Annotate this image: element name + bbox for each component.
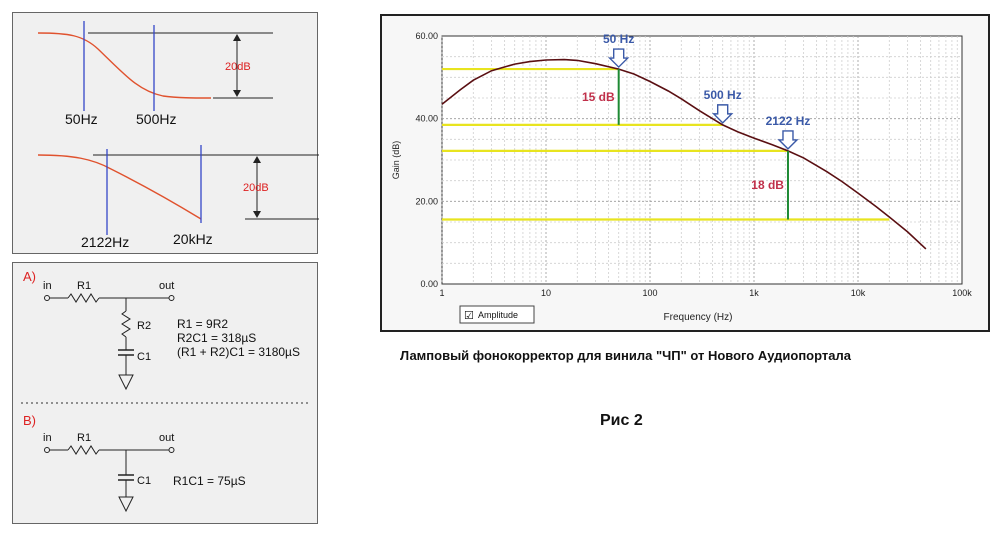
y-tick-label: 0.00 [420,279,438,289]
arrowhead-up-icon [233,34,241,41]
frequency-annotation: 500 Hz [704,88,742,102]
circuit-a-label: A) [23,269,36,284]
equation-a3: (R1 + R2)C1 = 3180µS [177,345,300,359]
legend-box [459,305,535,324]
input-terminal-icon [44,447,50,453]
delta-label-top: 20dB [225,61,251,73]
circuit-a-c1-label: C1 [137,351,151,363]
frequency-annotations: 50 Hz 500 Hz 2122 Hz [603,32,811,150]
amplitude-curve [441,58,927,250]
x-tick-label: 10k [851,288,866,298]
arrowhead-up-icon-2 [253,156,261,163]
delta-label: 15 dB [582,90,615,104]
response-curves-drawing: 20dB 50Hz 500Hz 20dB 2122Hz 20kHz [37,21,319,250]
circuit-b-out-label: out [159,432,174,444]
circuit-a-r2-label: R2 [137,320,151,332]
equation-a1: R1 = 9R2 [177,317,228,331]
legend[interactable]: ☑ Amplitude [459,305,535,324]
y-tick-label: 60.00 [415,31,438,41]
marker-label-20khz: 20kHz [173,231,213,247]
arrowhead-down-icon [233,90,241,97]
circuit-b-in-label: in [43,432,52,444]
legend-label: Amplitude [478,310,518,320]
deemphasis-curve-top [37,32,212,99]
x-tick-label: 100 [642,288,657,298]
frequency-annotation: 50 Hz [603,32,634,46]
marker-label-2122hz: 2122Hz [81,234,129,250]
x-tick-label: 100k [952,288,972,298]
response-curves-panel: 20dB 50Hz 500Hz 20dB 2122Hz 20kHz [12,12,319,254]
delta-label: 18 dB [751,178,784,192]
circuit-b-label: B) [23,413,36,428]
marker-label-50hz: 50Hz [65,111,98,127]
checkbox-icon[interactable]: ☑ [464,310,474,322]
marker-label-500hz: 500Hz [136,111,176,127]
frequency-annotation: 2122 Hz [766,114,811,128]
delta-label-bottom: 20dB [243,182,269,194]
circuit-b-r1-label: R1 [77,432,91,444]
circuit-b-c1-label: C1 [137,475,151,487]
delta-markers: 15 dB 18 dB [582,69,789,220]
chart-frame: 15 dB 18 dB 50 Hz 500 Hz 2122 Hz 1 10 100 1k 10… [380,14,990,332]
reference-lines [442,67,890,221]
down-arrow-icon [608,48,630,69]
y-axis-label: Gain (dB) [391,141,401,180]
resistor-r1-icon [67,445,100,455]
down-arrow-icon [777,130,799,150]
rc-network-panel: A) in R1 out R2 C1 R1 = 9R2 R2C1 = 318µS… [12,262,318,524]
resistor-r2-icon [121,310,131,338]
x-tick-label: 1k [749,288,759,298]
circuit-a-r1-label: R1 [77,280,91,292]
resistor-r1-icon [67,293,100,303]
ground-icon [118,374,134,391]
arrowhead-down-icon-2 [253,211,261,218]
x-tick-label: 1 [439,288,444,298]
axis-ticks: 1 10 100 1k 10k 100k 0.00 20.00 40.00 60.00 [415,31,972,298]
input-terminal-icon [44,295,50,301]
output-terminal-icon [168,447,175,453]
deemphasis-curve-bottom [37,154,202,220]
y-tick-label: 20.00 [415,196,438,206]
y-tick-label: 40.00 [415,114,438,124]
rc-network-drawing: A) in R1 out R2 C1 R1 = 9R2 R2C1 = 318µS… [21,269,311,513]
x-axis-label: Frequency (Hz) [664,312,733,323]
circuit-a-in-label: in [43,280,52,292]
circuit-a-out-label: out [159,280,174,292]
equation-a2: R2C1 = 318µS [177,331,256,345]
figure-caption: Ламповый фонокорректор для винила "ЧП" о… [400,348,851,363]
x-tick-label: 10 [541,288,551,298]
frequency-response-chart: 15 dB 18 dB 50 Hz 500 Hz 2122 Hz 1 10 100 1k 10… [391,31,972,324]
down-arrow-icon [712,104,734,124]
figure-number: Рис 2 [600,412,643,429]
ground-icon [118,496,134,513]
equation-b1: R1C1 = 75µS [173,474,246,488]
output-terminal-icon [168,295,175,301]
